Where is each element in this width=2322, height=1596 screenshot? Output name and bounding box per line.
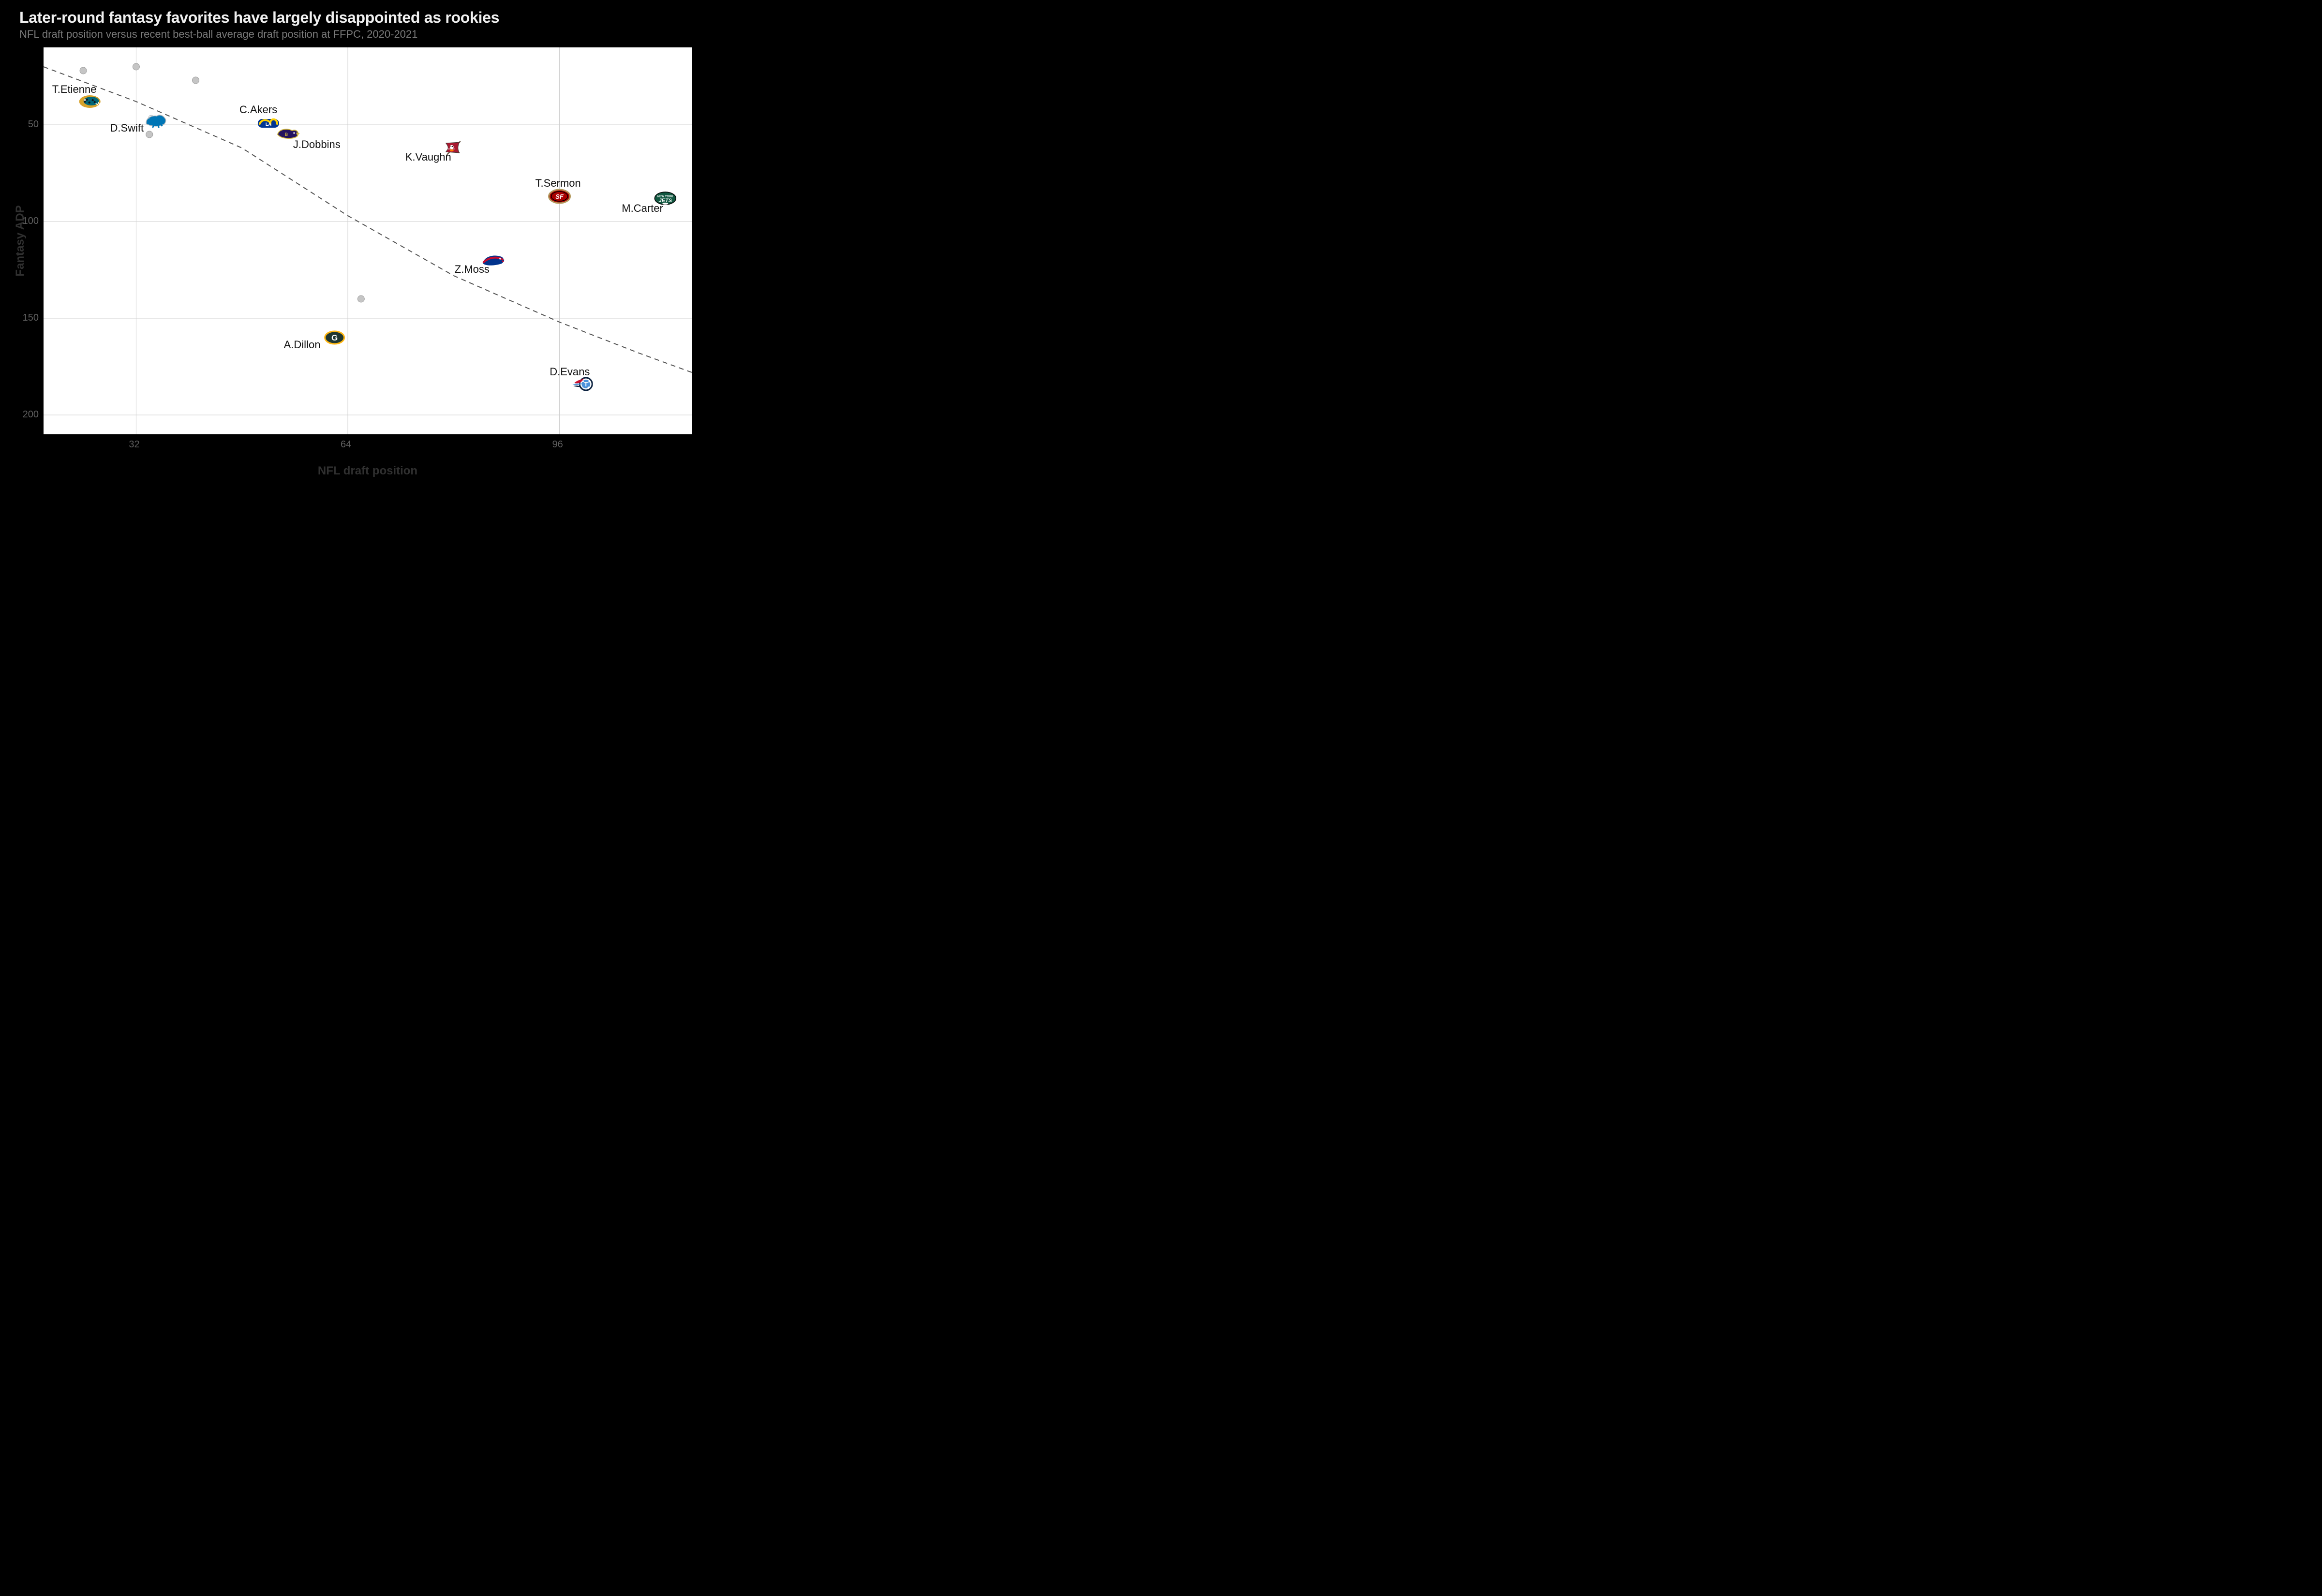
svg-text:LA: LA: [266, 122, 271, 127]
svg-text:B: B: [285, 132, 288, 137]
player-label: K.Vaughn: [405, 151, 451, 163]
y-axis-label: Fantasy ADP: [14, 47, 27, 434]
y-tick: 200: [23, 409, 39, 420]
svg-text:SF: SF: [555, 193, 564, 200]
y-tick: 150: [23, 312, 39, 324]
player-packers: G: [325, 331, 344, 344]
player-label: T.Sermon: [536, 177, 581, 189]
player-label: T.Etienne: [52, 83, 97, 95]
player-rams: LA: [258, 119, 279, 128]
player-label: M.Carter: [622, 202, 663, 214]
svg-text:T: T: [584, 381, 588, 388]
player-label: Z.Moss: [455, 263, 490, 275]
player-titans: T: [572, 378, 592, 390]
chart-title: Later-round fantasy favorites have large…: [19, 9, 499, 27]
svg-text:G: G: [331, 333, 338, 342]
plot-area: T.Etienne D.Swift LA C.Akers B J.Dobbins K.Vau…: [44, 47, 692, 434]
player-lions: [146, 115, 165, 128]
y-tick: 100: [23, 216, 39, 227]
player-label: A.Dillon: [284, 339, 321, 351]
player-ravens: B: [278, 129, 300, 138]
x-tick: 32: [129, 439, 139, 450]
x-axis-label: NFL draft position: [44, 464, 692, 478]
plot-svg: T.Etienne D.Swift LA C.Akers B J.Dobbins K.Vau…: [44, 47, 692, 434]
player-label: D.Swift: [110, 122, 144, 134]
chart-container: Later-round fantasy favorites have large…: [0, 0, 709, 488]
player-label: C.Akers: [239, 103, 277, 116]
chart-subtitle: NFL draft position versus recent best-ba…: [19, 28, 417, 41]
player-jaguars: [79, 95, 101, 108]
x-tick: 96: [552, 439, 563, 450]
x-tick: 64: [341, 439, 351, 450]
player-label: D.Evans: [550, 366, 590, 378]
player-label: J.Dobbins: [293, 138, 341, 150]
y-tick: 50: [28, 119, 39, 130]
player-49ers: SF: [549, 190, 570, 203]
